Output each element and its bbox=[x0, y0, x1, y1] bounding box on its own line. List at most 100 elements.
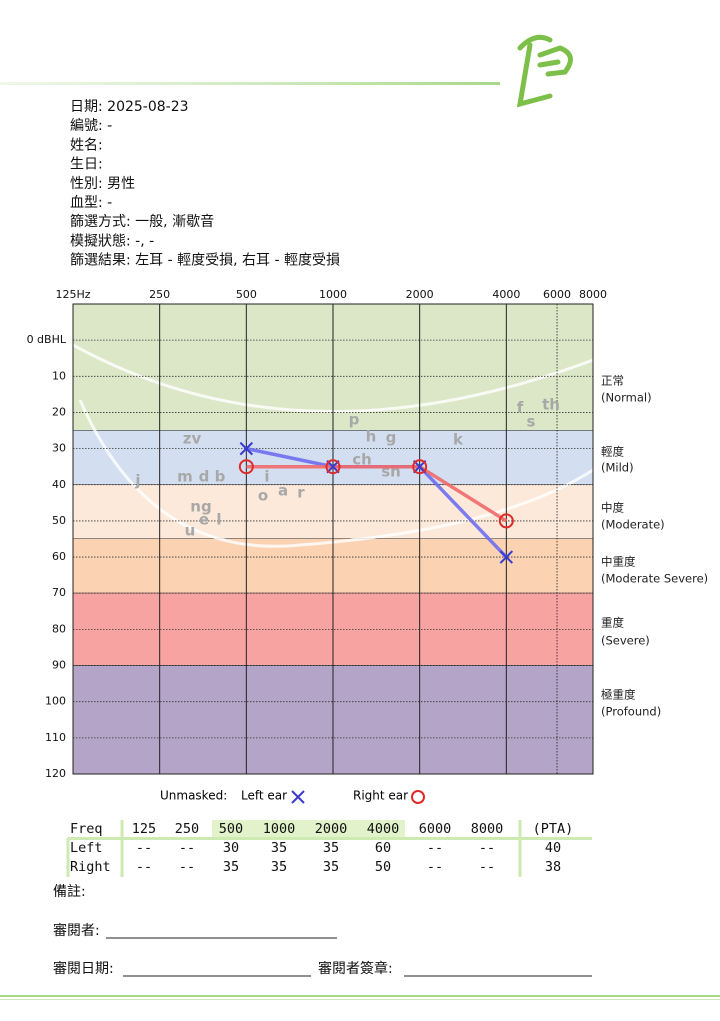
band-sublabel: (Profound) bbox=[601, 705, 661, 719]
table-cell: Left bbox=[70, 840, 103, 856]
bottom-rule bbox=[0, 995, 720, 997]
x-tick-label: 8000 bbox=[579, 288, 607, 301]
x-tick-label: 125Hz bbox=[55, 288, 90, 301]
reviewer-label: 審閱者: bbox=[53, 923, 100, 939]
y-tick-label: 0 dBHL bbox=[27, 333, 67, 346]
band-label: 極重度 bbox=[601, 688, 636, 702]
speech-sound: b bbox=[215, 468, 226, 486]
table-cell: 60 bbox=[375, 840, 391, 856]
table-header-cell: (PTA) bbox=[533, 821, 574, 837]
banana-outline bbox=[78, 399, 593, 548]
info-line: 模擬狀態: -, - bbox=[70, 233, 154, 249]
right-ear-marker bbox=[412, 459, 428, 475]
speech-sound: ng bbox=[190, 498, 211, 516]
band-sublabel: (Normal) bbox=[601, 391, 652, 405]
speech-sound: k bbox=[453, 431, 464, 449]
y-tick-label: 80 bbox=[52, 622, 66, 635]
table-cell: 35 bbox=[323, 859, 339, 875]
band-label: 重度 bbox=[601, 616, 624, 630]
table-header-cell: 125 bbox=[132, 821, 156, 837]
table-cell: -- bbox=[136, 840, 152, 856]
y-tick-label: 70 bbox=[52, 586, 66, 599]
info-line: 姓名: bbox=[70, 137, 103, 153]
table-header-cell: 6000 bbox=[419, 821, 452, 837]
y-tick-label: 100 bbox=[45, 695, 66, 708]
speech-sound: g bbox=[386, 429, 397, 447]
speech-sound: u bbox=[185, 522, 196, 540]
review-date-label: 審閱日期: bbox=[53, 961, 114, 977]
y-tick-label: 10 bbox=[52, 369, 66, 382]
table-cell: 38 bbox=[545, 859, 561, 875]
info-line: 編號: - bbox=[70, 118, 112, 134]
table-header-cell: 8000 bbox=[471, 821, 504, 837]
band-sublabel: (Mild) bbox=[601, 461, 634, 475]
x-tick-label: 4000 bbox=[492, 288, 520, 301]
marker-stroke bbox=[239, 441, 254, 456]
table-header-cell: 2000 bbox=[315, 821, 348, 837]
speech-sound: f bbox=[517, 399, 524, 417]
speech-sound: m bbox=[177, 468, 193, 486]
table-header-cell: 1000 bbox=[263, 821, 296, 837]
info-line: 生日: bbox=[70, 157, 103, 173]
speech-sound: a bbox=[278, 482, 288, 500]
x-tick-label: 250 bbox=[149, 288, 170, 301]
info-line: 性別: 男性 bbox=[70, 176, 135, 192]
y-tick-label: 90 bbox=[52, 659, 66, 672]
table-cell: -- bbox=[427, 840, 443, 856]
table-cell: -- bbox=[427, 859, 443, 875]
speech-sound: zv bbox=[183, 430, 202, 448]
x-tick-label: 1000 bbox=[319, 288, 347, 301]
notes-label: 備註: bbox=[53, 884, 86, 900]
speech-sound: h bbox=[366, 428, 377, 446]
right-ear-marker bbox=[325, 459, 341, 475]
table-cell: 35 bbox=[271, 859, 287, 875]
marker-stroke bbox=[499, 550, 514, 564]
legend-label: Right ear bbox=[353, 789, 408, 803]
speech-sound: r bbox=[297, 484, 305, 502]
info-line: 血型: - bbox=[70, 195, 112, 211]
table-cell: 30 bbox=[223, 840, 239, 856]
info-line: 篩選結果: 左耳 - 輕度受損, 右耳 - 輕度受損 bbox=[70, 253, 340, 269]
table-header-cell: Freq bbox=[70, 821, 103, 837]
band-label: 中重度 bbox=[601, 555, 636, 569]
speech-sound: i bbox=[264, 468, 269, 486]
legend-title: Unmasked: bbox=[160, 789, 227, 803]
speech-sound: ch bbox=[352, 451, 372, 469]
table-cell: -- bbox=[136, 859, 152, 875]
logo bbox=[516, 34, 573, 108]
table-cell: 40 bbox=[545, 840, 561, 856]
y-tick-label: 50 bbox=[52, 514, 66, 527]
speech-sound: e bbox=[199, 511, 209, 529]
band-sublabel: (Moderate) bbox=[601, 518, 665, 532]
y-tick-label: 60 bbox=[52, 550, 66, 563]
speech-sound: o bbox=[258, 487, 268, 505]
speech-sound: th bbox=[542, 396, 560, 414]
band-label: 正常 bbox=[601, 374, 624, 388]
speech-sound: p bbox=[349, 411, 360, 429]
left-ear-marker bbox=[499, 550, 514, 564]
table-cell: 35 bbox=[323, 840, 339, 856]
table-cell: -- bbox=[179, 859, 195, 875]
y-tick-label: 20 bbox=[52, 405, 66, 418]
table-header-cell: 4000 bbox=[367, 821, 400, 837]
table-cell: 35 bbox=[223, 859, 239, 875]
info-line: 日期: 2025-08-23 bbox=[70, 99, 189, 115]
x-tick-label: 2000 bbox=[406, 288, 434, 301]
bottom-rule bbox=[0, 999, 720, 1000]
right-ear-marker bbox=[238, 459, 254, 475]
table-cell: -- bbox=[179, 840, 195, 856]
signature-label: 審閱者簽章: bbox=[318, 960, 393, 977]
table-cell: 35 bbox=[271, 840, 287, 856]
band-sublabel: (Moderate Severe) bbox=[601, 572, 708, 586]
plot-frame bbox=[72, 303, 594, 775]
band-label: 中度 bbox=[601, 501, 624, 515]
table-header-cell: 500 bbox=[219, 821, 243, 837]
top-rule bbox=[0, 82, 500, 85]
table-cell: Right bbox=[70, 859, 111, 875]
table-header-cell: 250 bbox=[175, 821, 199, 837]
right-ear-marker bbox=[498, 513, 514, 529]
band-label: 輕度 bbox=[601, 445, 624, 459]
ear-line bbox=[246, 464, 508, 523]
speech-sound: j bbox=[134, 472, 140, 490]
info-line: 篩選方式: 一般, 漸歇音 bbox=[70, 213, 214, 230]
